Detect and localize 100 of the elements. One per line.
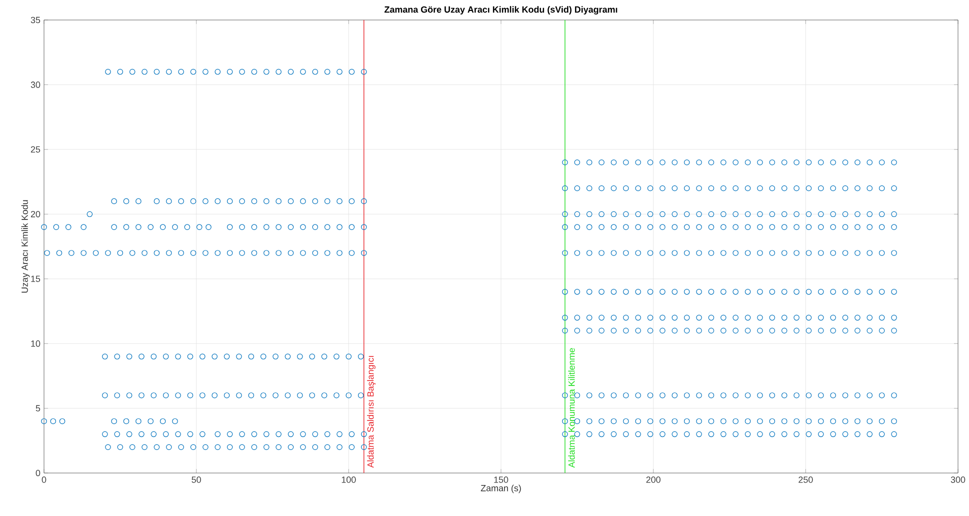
point [891, 185, 897, 192]
point [744, 185, 751, 192]
point [586, 418, 592, 424]
point [744, 418, 751, 424]
point [251, 68, 258, 75]
point [562, 224, 568, 230]
point [830, 288, 836, 295]
point [732, 288, 739, 295]
point [696, 185, 702, 192]
point [720, 288, 726, 295]
point [623, 159, 629, 166]
point [598, 431, 604, 438]
point [794, 418, 800, 424]
point [744, 159, 751, 166]
point [123, 224, 130, 230]
point [214, 250, 221, 256]
point [769, 185, 776, 192]
point [574, 224, 580, 230]
point [123, 418, 130, 424]
point [878, 431, 885, 438]
point [129, 68, 136, 75]
point [672, 211, 678, 218]
point [744, 431, 751, 438]
point [720, 185, 726, 192]
point [647, 328, 654, 334]
point [348, 444, 355, 450]
point [187, 431, 194, 438]
point [635, 418, 642, 424]
point [251, 224, 258, 230]
point [891, 392, 897, 398]
point [757, 224, 763, 230]
point [806, 159, 812, 166]
point [672, 250, 678, 256]
point [138, 354, 144, 360]
point [324, 431, 330, 438]
point [312, 444, 318, 450]
point [264, 198, 270, 204]
point [842, 185, 848, 192]
point [818, 431, 824, 438]
point [744, 392, 751, 398]
point [647, 288, 654, 295]
point [297, 354, 303, 360]
point [794, 288, 800, 295]
point [854, 288, 860, 295]
point [830, 185, 836, 192]
point [684, 224, 690, 230]
point [647, 431, 654, 438]
y-tick-label: 35 [30, 16, 40, 24]
point [102, 354, 108, 360]
point [806, 224, 812, 230]
point [154, 444, 160, 450]
point [150, 431, 157, 438]
point [684, 288, 690, 295]
point [272, 354, 278, 360]
point [175, 392, 181, 398]
point [336, 250, 342, 256]
point [276, 68, 282, 75]
point [769, 418, 776, 424]
point [346, 392, 352, 398]
point [891, 431, 897, 438]
point [830, 431, 836, 438]
point [854, 159, 860, 166]
point [260, 392, 266, 398]
point [732, 314, 739, 321]
point [769, 431, 776, 438]
point [284, 392, 291, 398]
point [708, 288, 714, 295]
point [276, 250, 282, 256]
y-tick-label: 30 [30, 82, 40, 88]
point [154, 250, 160, 256]
point [586, 224, 592, 230]
point [300, 68, 306, 75]
point [672, 185, 678, 192]
point [361, 250, 367, 256]
point [818, 392, 824, 398]
point [166, 68, 172, 75]
point [842, 250, 848, 256]
point [138, 392, 144, 398]
point [744, 224, 751, 230]
point [818, 418, 824, 424]
point [635, 314, 642, 321]
point [175, 431, 181, 438]
point [794, 185, 800, 192]
point [346, 354, 352, 360]
point [732, 418, 739, 424]
point [610, 250, 617, 256]
point [202, 68, 208, 75]
point [126, 392, 132, 398]
point [794, 211, 800, 218]
point [574, 250, 580, 256]
point [574, 431, 580, 438]
point [635, 328, 642, 334]
point [842, 328, 848, 334]
point [361, 198, 367, 204]
point [162, 392, 169, 398]
x-tick-label: 250 [798, 476, 813, 483]
point [276, 431, 282, 438]
point [300, 250, 306, 256]
point [708, 328, 714, 334]
point [672, 392, 678, 398]
